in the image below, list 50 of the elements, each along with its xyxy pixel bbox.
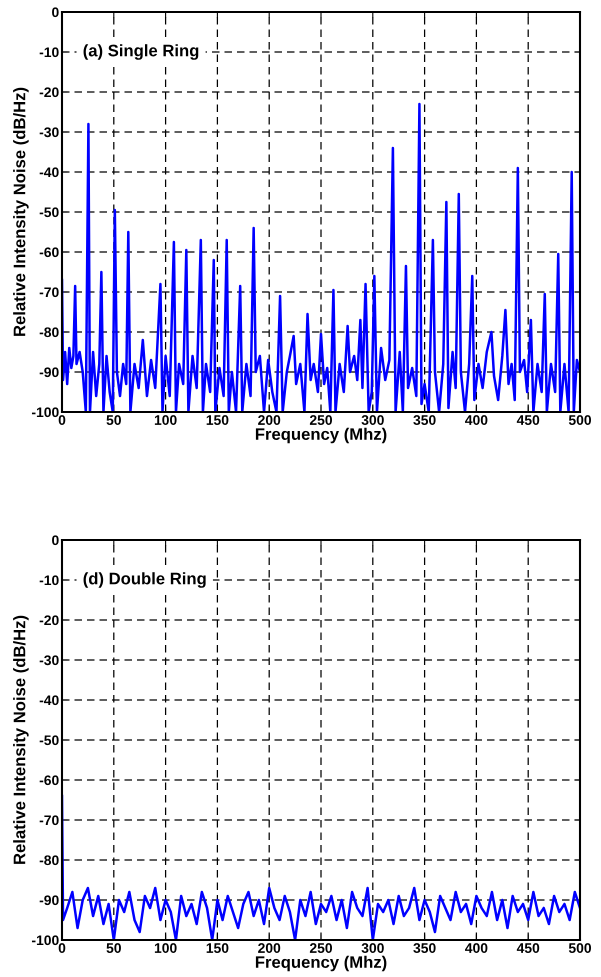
- x-tick-label: 400: [465, 943, 488, 953]
- y-tick-label: -80: [40, 327, 59, 338]
- y-tick-label: -10: [40, 47, 59, 58]
- y-tick-label: -50: [40, 735, 59, 746]
- x-tick-label: 450: [516, 943, 540, 953]
- x-tick-label: 100: [154, 415, 177, 425]
- x-tick-label: 350: [413, 943, 436, 953]
- y-tick-label: -40: [40, 695, 59, 706]
- y-tick-label: -80: [40, 855, 59, 866]
- y-tick-label: -30: [40, 655, 59, 666]
- x-tick-label: 250: [310, 943, 332, 953]
- y-tick-label: -40: [40, 167, 59, 178]
- y-tick-label: -70: [40, 815, 59, 826]
- x-axis-title: Frequency (Mhz): [256, 956, 386, 972]
- y-tick-label: -100: [32, 935, 59, 946]
- y-tick-label: -90: [40, 367, 59, 378]
- x-tick-label: 350: [413, 415, 436, 425]
- text: (d) Double Ring: [84, 572, 206, 588]
- y-tick-label: -100: [32, 407, 59, 418]
- x-tick-label: 250: [310, 415, 332, 425]
- x-tick-label: 100: [154, 943, 177, 953]
- x-tick-label: 450: [516, 415, 540, 425]
- x-tick-label: 150: [206, 943, 228, 953]
- y-tick-label: -10: [40, 575, 59, 586]
- y-tick-label: -60: [40, 775, 59, 786]
- x-tick-label: 150: [206, 415, 228, 425]
- y-tick-label: 0: [52, 7, 59, 18]
- x-tick-label: 400: [465, 415, 488, 425]
- x-tick-label: 500: [568, 943, 592, 953]
- x-tick-label: 0: [58, 943, 66, 953]
- y-tick-label: -90: [40, 895, 59, 906]
- x-tick-label: 0: [58, 415, 66, 425]
- y-tick-label: -30: [40, 127, 59, 138]
- y-tick-label: -20: [40, 615, 59, 626]
- x-tick-label: 500: [568, 415, 592, 425]
- y-axis-title: Relative Intensity Noise (dB/Hz): [13, 88, 29, 336]
- x-tick-label: 50: [106, 943, 121, 953]
- x-tick-label: 300: [362, 943, 384, 953]
- y-tick-label: -20: [40, 87, 59, 98]
- y-axis-title: Relative Intensity Noise (dB/Hz): [13, 616, 29, 864]
- x-tick-label: 200: [258, 415, 280, 425]
- y-tick-label: -60: [40, 247, 59, 258]
- y-tick-label: 0: [52, 535, 59, 546]
- x-axis-title: Frequency (Mhz): [256, 428, 386, 444]
- x-tick-label: 300: [362, 415, 384, 425]
- x-tick-label: 50: [106, 415, 121, 425]
- y-tick-label: -70: [40, 287, 59, 298]
- text: (a) Single Ring: [84, 44, 198, 60]
- y-tick-label: -50: [40, 207, 59, 218]
- x-tick-label: 200: [258, 943, 280, 953]
